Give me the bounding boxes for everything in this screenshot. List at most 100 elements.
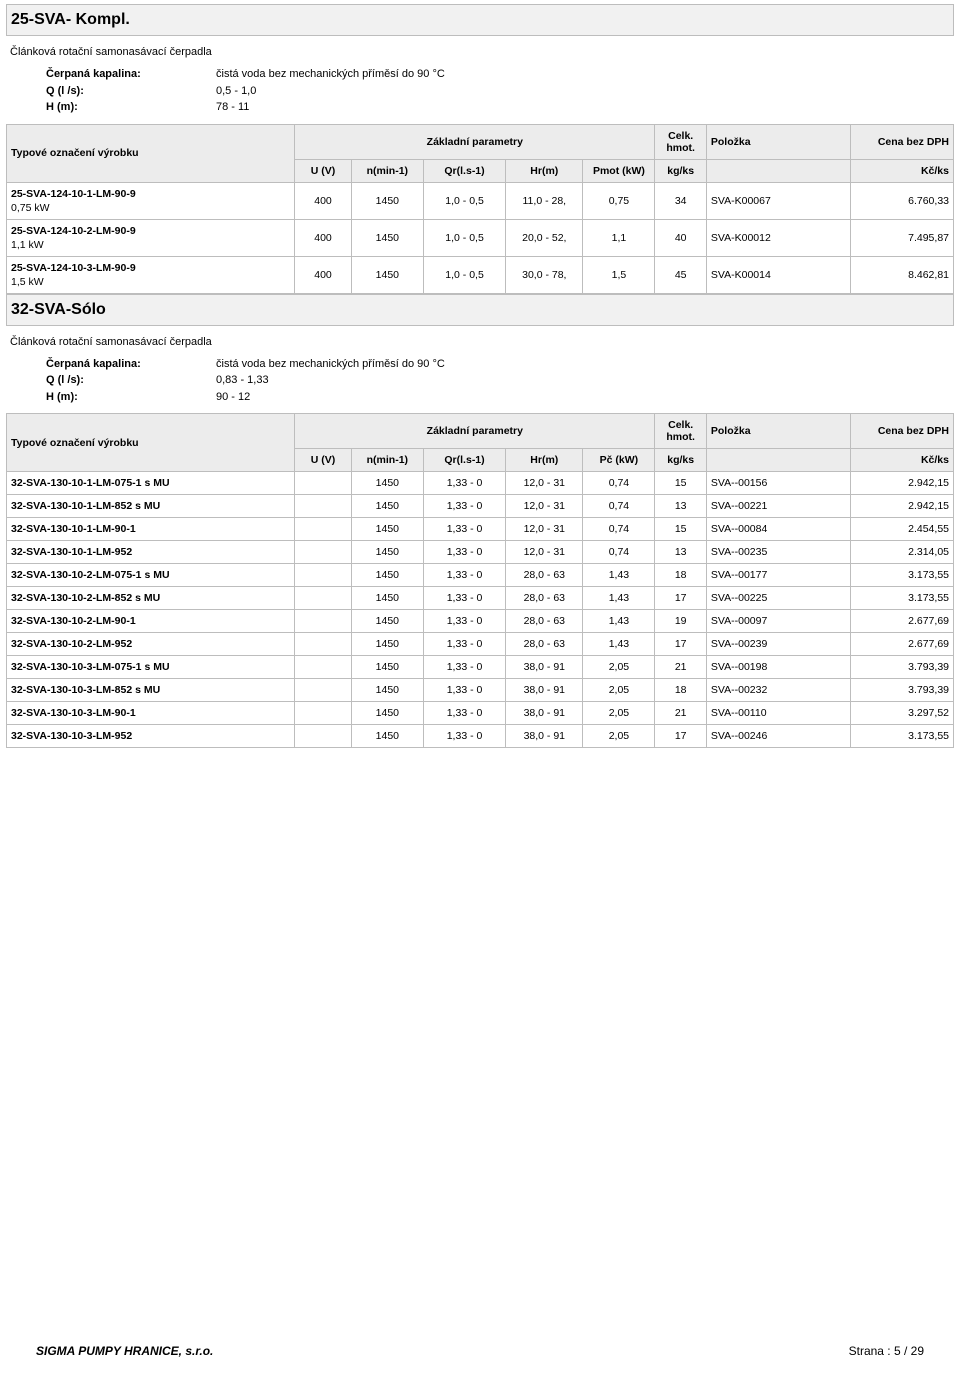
- cell-name: 32-SVA-130-10-2-LM-075-1 s MU: [7, 564, 295, 587]
- spec-value: 90 - 12: [216, 389, 250, 406]
- cell-qr: 1,0 - 0,5: [423, 219, 505, 256]
- spec-label: Čerpaná kapalina:: [46, 356, 216, 373]
- cell-u: [295, 610, 352, 633]
- cell-n: 1450: [351, 633, 423, 656]
- cell-u: [295, 495, 352, 518]
- section-subtitle: Článková rotační samonasávací čerpadla: [6, 36, 954, 64]
- cell-p: 0,74: [583, 495, 655, 518]
- cell-qr: 1,33 - 0: [423, 679, 505, 702]
- cell-kg: 17: [655, 587, 706, 610]
- cell-name: 25-SVA-124-10-2-LM-90-91,1 kW: [7, 219, 295, 256]
- cell-p: 1,1: [583, 219, 655, 256]
- col-u-header: U (V): [295, 449, 352, 472]
- cell-name: 32-SVA-130-10-3-LM-075-1 s MU: [7, 656, 295, 679]
- cell-price: 7.495,87: [850, 219, 953, 256]
- spec-row: Čerpaná kapalina:čistá voda bez mechanic…: [46, 66, 950, 83]
- cell-p: 2,05: [583, 725, 655, 748]
- cell-polozka: SVA--00156: [706, 472, 850, 495]
- cell-name: 32-SVA-130-10-1-LM-852 s MU: [7, 495, 295, 518]
- table-row: 32-SVA-130-10-3-LM-95214501,33 - 038,0 -…: [7, 725, 954, 748]
- cell-n: 1450: [351, 702, 423, 725]
- footer-company: SIGMA PUMPY HRANICE, s.r.o.: [36, 1344, 213, 1358]
- cell-p: 1,43: [583, 587, 655, 610]
- footer-page-number: Strana : 5 / 29: [849, 1344, 924, 1358]
- col-name-header: Typové označení výrobku: [7, 414, 295, 472]
- cell-name: 25-SVA-124-10-1-LM-90-90,75 kW: [7, 182, 295, 219]
- cell-polozka: SVA--00239: [706, 633, 850, 656]
- cell-polozka: SVA--00246: [706, 725, 850, 748]
- cell-price: 3.173,55: [850, 564, 953, 587]
- cell-p: 0,74: [583, 541, 655, 564]
- cell-hr: 20,0 - 52,: [506, 219, 583, 256]
- cell-kg: 18: [655, 679, 706, 702]
- cell-n: 1450: [351, 256, 423, 293]
- cell-hr: 12,0 - 31: [506, 472, 583, 495]
- cell-qr: 1,33 - 0: [423, 495, 505, 518]
- cell-n: 1450: [351, 564, 423, 587]
- cell-p: 2,05: [583, 702, 655, 725]
- cell-n: 1450: [351, 472, 423, 495]
- col-base-header: Základní parametry: [295, 414, 655, 449]
- page-footer: SIGMA PUMPY HRANICE, s.r.o. Strana : 5 /…: [0, 1344, 960, 1358]
- table-row: 25-SVA-124-10-1-LM-90-90,75 kW40014501,0…: [7, 182, 954, 219]
- col-p-header: Pmot (kW): [583, 159, 655, 182]
- spec-value: 0,5 - 1,0: [216, 83, 256, 100]
- spec-block: Čerpaná kapalina:čistá voda bez mechanic…: [6, 64, 954, 124]
- cell-n: 1450: [351, 182, 423, 219]
- cell-u: [295, 587, 352, 610]
- cell-hr: 11,0 - 28,: [506, 182, 583, 219]
- cell-polozka: SVA--00221: [706, 495, 850, 518]
- cell-price: 3.297,52: [850, 702, 953, 725]
- cell-u: [295, 472, 352, 495]
- col-kg-header: kg/ks: [655, 159, 706, 182]
- cell-qr: 1,33 - 0: [423, 541, 505, 564]
- table-row: 32-SVA-130-10-1-LM-852 s MU14501,33 - 01…: [7, 495, 954, 518]
- cell-p: 1,5: [583, 256, 655, 293]
- cell-n: 1450: [351, 219, 423, 256]
- product-table: Typové označení výrobkuZákladní parametr…: [6, 124, 954, 294]
- cell-qr: 1,33 - 0: [423, 610, 505, 633]
- table-row: 32-SVA-130-10-3-LM-075-1 s MU14501,33 - …: [7, 656, 954, 679]
- spec-value: 0,83 - 1,33: [216, 372, 269, 389]
- spec-row: Q (l /s):0,5 - 1,0: [46, 83, 950, 100]
- cell-qr: 1,33 - 0: [423, 472, 505, 495]
- cell-p: 2,05: [583, 679, 655, 702]
- cell-price: 6.760,33: [850, 182, 953, 219]
- spec-block: Čerpaná kapalina:čistá voda bez mechanic…: [6, 354, 954, 414]
- spec-label: Q (l /s):: [46, 372, 216, 389]
- cell-kg: 21: [655, 656, 706, 679]
- cell-price: 2.677,69: [850, 633, 953, 656]
- cell-polozka: SVA-K00012: [706, 219, 850, 256]
- cell-polozka: SVA--00225: [706, 587, 850, 610]
- col-name-header: Typové označení výrobku: [7, 124, 295, 182]
- spec-value: čistá voda bez mechanických příměsí do 9…: [216, 66, 445, 83]
- cell-kg: 13: [655, 495, 706, 518]
- product-table: Typové označení výrobkuZákladní parametr…: [6, 413, 954, 748]
- cell-price: 2.942,15: [850, 495, 953, 518]
- cell-kg: 19: [655, 610, 706, 633]
- col-polozka-header: Položka: [706, 124, 850, 159]
- spec-row: Čerpaná kapalina:čistá voda bez mechanic…: [46, 356, 950, 373]
- section-title: 32-SVA-Sólo: [6, 294, 954, 326]
- cell-kg: 45: [655, 256, 706, 293]
- table-row: 32-SVA-130-10-2-LM-90-114501,33 - 028,0 …: [7, 610, 954, 633]
- cell-hr: 12,0 - 31: [506, 495, 583, 518]
- cell-price: 3.793,39: [850, 656, 953, 679]
- table-row: 32-SVA-130-10-3-LM-852 s MU14501,33 - 03…: [7, 679, 954, 702]
- cell-hr: 30,0 - 78,: [506, 256, 583, 293]
- col-p-header: Pč (kW): [583, 449, 655, 472]
- spec-value: čistá voda bez mechanických příměsí do 9…: [216, 356, 445, 373]
- col-polozka-header: Položka: [706, 414, 850, 449]
- cell-u: [295, 725, 352, 748]
- cell-hr: 28,0 - 63: [506, 564, 583, 587]
- cell-hr: 28,0 - 63: [506, 633, 583, 656]
- cell-p: 0,74: [583, 472, 655, 495]
- cell-kg: 34: [655, 182, 706, 219]
- cell-polozka: SVA--00110: [706, 702, 850, 725]
- cell-p: 1,43: [583, 610, 655, 633]
- cell-n: 1450: [351, 725, 423, 748]
- col-price-header: Kč/ks: [850, 159, 953, 182]
- spec-value: 78 - 11: [216, 99, 249, 116]
- cell-name: 25-SVA-124-10-3-LM-90-91,5 kW: [7, 256, 295, 293]
- cell-hr: 28,0 - 63: [506, 610, 583, 633]
